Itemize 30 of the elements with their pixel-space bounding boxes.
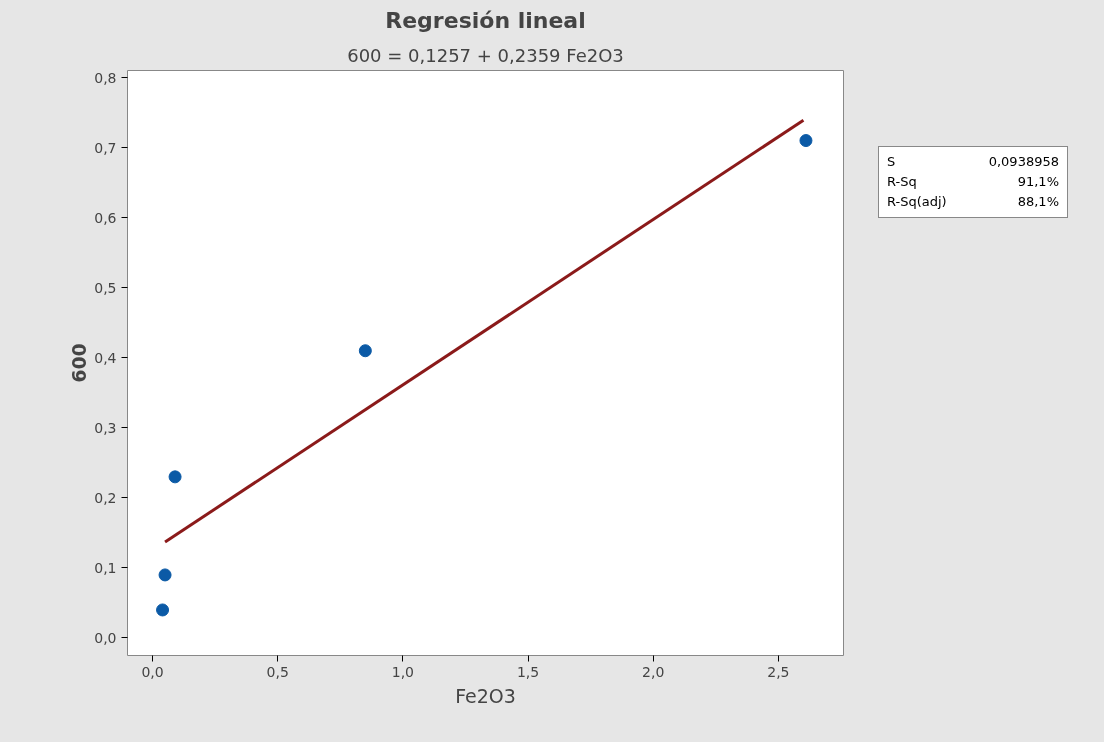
point <box>158 568 172 582</box>
y-tick-label: 0,0 <box>94 629 117 646</box>
text: 91,1% <box>1017 173 1059 191</box>
y-tick-label: 0,5 <box>94 279 117 296</box>
chart-subtitle: 600 = 0,1257 + 0,2359 Fe2O3 <box>347 44 624 66</box>
y-tick-label: 0,4 <box>94 349 117 366</box>
x-tick-label: 0,5 <box>266 663 289 680</box>
text: 88,1% <box>1017 193 1059 211</box>
y-tick-label: 0,1 <box>94 559 117 576</box>
x-tick-label: 2,0 <box>642 663 665 680</box>
point <box>168 470 182 484</box>
point <box>358 344 372 358</box>
y-tick-label: 0,2 <box>94 489 117 506</box>
x-axis-title: Fe2O3 <box>455 684 516 707</box>
y-axis-title: 600 <box>68 343 91 383</box>
x-tick-label: 2,5 <box>767 663 790 680</box>
point <box>156 603 170 617</box>
point <box>799 134 813 148</box>
text: 0,0938958 <box>988 153 1059 171</box>
text: R-Sq <box>887 173 917 191</box>
y-tick-label: 0,7 <box>94 139 117 156</box>
y-tick-label: 0,8 <box>94 69 117 86</box>
chart-title: Regresión lineal <box>385 7 586 33</box>
x-tick-label: 1,0 <box>391 663 415 680</box>
text: S <box>887 153 896 171</box>
x-tick-label: 1,5 <box>516 663 540 680</box>
text: R-Sq(adj) <box>887 193 947 211</box>
y-tick-label: 0,6 <box>94 209 117 226</box>
y-tick-label: 0,3 <box>94 419 117 436</box>
x-tick-label: 0,0 <box>141 663 164 680</box>
